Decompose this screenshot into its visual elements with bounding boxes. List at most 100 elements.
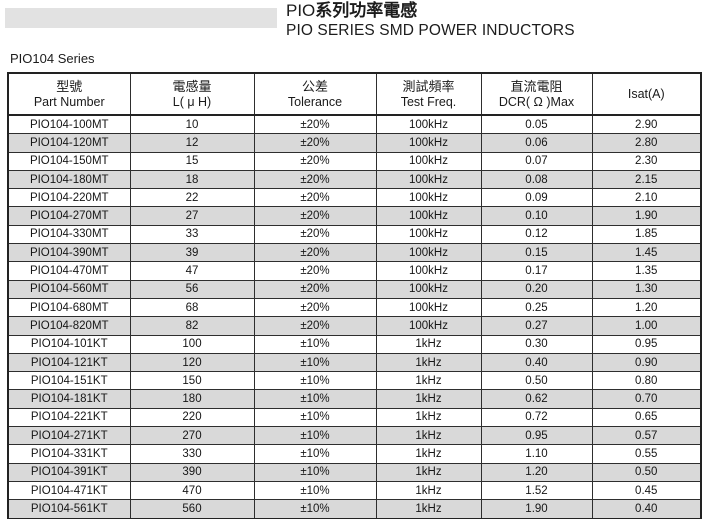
- table-row: PIO104-271KT 270 ±10% 1kHz 0.95 0.57: [7, 426, 702, 446]
- cell-dcr: 0.07: [480, 151, 593, 171]
- cell-tolerance: ±10%: [253, 371, 377, 391]
- cell-isat: 1.85: [591, 224, 702, 245]
- table-row: PIO104-470MT 47 ±20% 100kHz 0.17 1.35: [7, 261, 702, 281]
- col-header-dcr-zh: 直流電阻: [510, 79, 563, 94]
- cell-isat: 1.20: [591, 297, 702, 318]
- cell-inductance: 100: [129, 334, 255, 354]
- cell-tolerance: ±10%: [253, 407, 377, 428]
- page-title-zh-text: 系列功率電感: [315, 1, 418, 20]
- spec-table: 型號 Part Number 電感量 L( μ H) 公差 Tolerance …: [7, 72, 702, 519]
- cell-dcr: 0.30: [480, 334, 593, 354]
- cell-part-number: PIO104-100MT: [7, 114, 131, 135]
- cell-inductance: 18: [129, 169, 255, 190]
- cell-test-freq: 1kHz: [375, 371, 482, 391]
- cell-isat: 2.10: [591, 188, 702, 208]
- cell-tolerance: ±10%: [253, 462, 377, 482]
- cell-tolerance: ±20%: [253, 297, 377, 318]
- cell-test-freq: 1kHz: [375, 426, 482, 446]
- cell-inductance: 15: [129, 151, 255, 171]
- cell-isat: 0.55: [591, 444, 702, 464]
- cell-test-freq: 100kHz: [375, 316, 482, 336]
- cell-part-number: PIO104-151KT: [7, 371, 131, 391]
- cell-dcr: 0.72: [480, 407, 593, 428]
- cell-inductance: 270: [129, 426, 255, 446]
- cell-part-number: PIO104-561KT: [7, 499, 131, 519]
- cell-isat: 2.15: [591, 169, 702, 190]
- table-row: PIO104-181KT 180 ±10% 1kHz 0.62 0.70: [7, 389, 702, 409]
- cell-tolerance: ±20%: [253, 316, 377, 336]
- cell-tolerance: ±20%: [253, 133, 377, 153]
- cell-part-number: PIO104-101KT: [7, 334, 131, 354]
- cell-isat: 2.80: [591, 133, 702, 153]
- col-header-part-number-en: Part Number: [33, 95, 105, 109]
- col-header-test-freq-en: Test Freq.: [400, 95, 457, 109]
- spec-table-header: 型號 Part Number 電感量 L( μ H) 公差 Tolerance …: [7, 72, 702, 116]
- cell-isat: 0.40: [591, 499, 702, 519]
- page-title-en: PIO SERIES SMD POWER INDUCTORS: [286, 22, 575, 39]
- col-header-tolerance: 公差 Tolerance: [253, 72, 377, 116]
- cell-part-number: PIO104-330MT: [7, 224, 131, 245]
- cell-part-number: PIO104-150MT: [7, 151, 131, 171]
- cell-part-number: PIO104-331KT: [7, 444, 131, 464]
- cell-part-number: PIO104-820MT: [7, 316, 131, 336]
- cell-part-number: PIO104-270MT: [7, 206, 131, 226]
- cell-dcr: 0.12: [480, 224, 593, 245]
- cell-test-freq: 100kHz: [375, 169, 482, 190]
- cell-inductance: 220: [129, 407, 255, 428]
- table-row: PIO104-151KT 150 ±10% 1kHz 0.50 0.80: [7, 371, 702, 391]
- table-row: PIO104-471KT 470 ±10% 1kHz 1.52 0.45: [7, 480, 702, 501]
- cell-test-freq: 100kHz: [375, 114, 482, 135]
- cell-test-freq: 1kHz: [375, 444, 482, 464]
- cell-isat: 1.35: [591, 261, 702, 281]
- cell-inductance: 560: [129, 499, 255, 519]
- cell-part-number: PIO104-121KT: [7, 352, 131, 373]
- cell-part-number: PIO104-470MT: [7, 261, 131, 281]
- cell-test-freq: 100kHz: [375, 151, 482, 171]
- table-row: PIO104-180MT 18 ±20% 100kHz 0.08 2.15: [7, 169, 702, 190]
- cell-tolerance: ±20%: [253, 243, 377, 263]
- cell-isat: 1.45: [591, 243, 702, 263]
- cell-inductance: 68: [129, 297, 255, 318]
- cell-tolerance: ±10%: [253, 499, 377, 519]
- cell-tolerance: ±10%: [253, 389, 377, 409]
- cell-dcr: 0.10: [480, 206, 593, 226]
- cell-dcr: 0.15: [480, 243, 593, 263]
- cell-dcr: 0.95: [480, 426, 593, 446]
- cell-test-freq: 100kHz: [375, 297, 482, 318]
- cell-test-freq: 100kHz: [375, 188, 482, 208]
- table-row: PIO104-150MT 15 ±20% 100kHz 0.07 2.30: [7, 151, 702, 171]
- table-row: PIO104-680MT 68 ±20% 100kHz 0.25 1.20: [7, 297, 702, 318]
- table-row: PIO104-560MT 56 ±20% 100kHz 0.20 1.30: [7, 279, 702, 299]
- cell-inductance: 10: [129, 114, 255, 135]
- cell-test-freq: 100kHz: [375, 206, 482, 226]
- table-row: PIO104-120MT 12 ±20% 100kHz 0.06 2.80: [7, 133, 702, 153]
- spec-table-body: PIO104-100MT 10 ±20% 100kHz 0.05 2.90 PI…: [7, 114, 702, 519]
- cell-isat: 0.90: [591, 352, 702, 373]
- cell-tolerance: ±10%: [253, 444, 377, 464]
- cell-inductance: 56: [129, 279, 255, 299]
- cell-part-number: PIO104-120MT: [7, 133, 131, 153]
- cell-dcr: 0.17: [480, 261, 593, 281]
- cell-dcr: 1.90: [480, 499, 593, 519]
- cell-isat: 0.65: [591, 407, 702, 428]
- cell-dcr: 0.50: [480, 371, 593, 391]
- col-header-test-freq-zh: 測試頻率: [402, 79, 455, 94]
- cell-dcr: 1.52: [480, 480, 593, 501]
- series-label: PIO104 Series: [10, 51, 95, 66]
- cell-inductance: 150: [129, 371, 255, 391]
- cell-tolerance: ±20%: [253, 169, 377, 190]
- table-row: PIO104-221KT 220 ±10% 1kHz 0.72 0.65: [7, 407, 702, 428]
- cell-inductance: 120: [129, 352, 255, 373]
- cell-inductance: 27: [129, 206, 255, 226]
- cell-test-freq: 1kHz: [375, 480, 482, 501]
- cell-test-freq: 100kHz: [375, 133, 482, 153]
- col-header-inductance-zh: 電感量: [172, 79, 212, 94]
- cell-part-number: PIO104-390MT: [7, 243, 131, 263]
- table-row: PIO104-121KT 120 ±10% 1kHz 0.40 0.90: [7, 352, 702, 373]
- cell-inductance: 180: [129, 389, 255, 409]
- cell-part-number: PIO104-271KT: [7, 426, 131, 446]
- cell-isat: 1.00: [591, 316, 702, 336]
- cell-test-freq: 100kHz: [375, 261, 482, 281]
- cell-tolerance: ±20%: [253, 206, 377, 226]
